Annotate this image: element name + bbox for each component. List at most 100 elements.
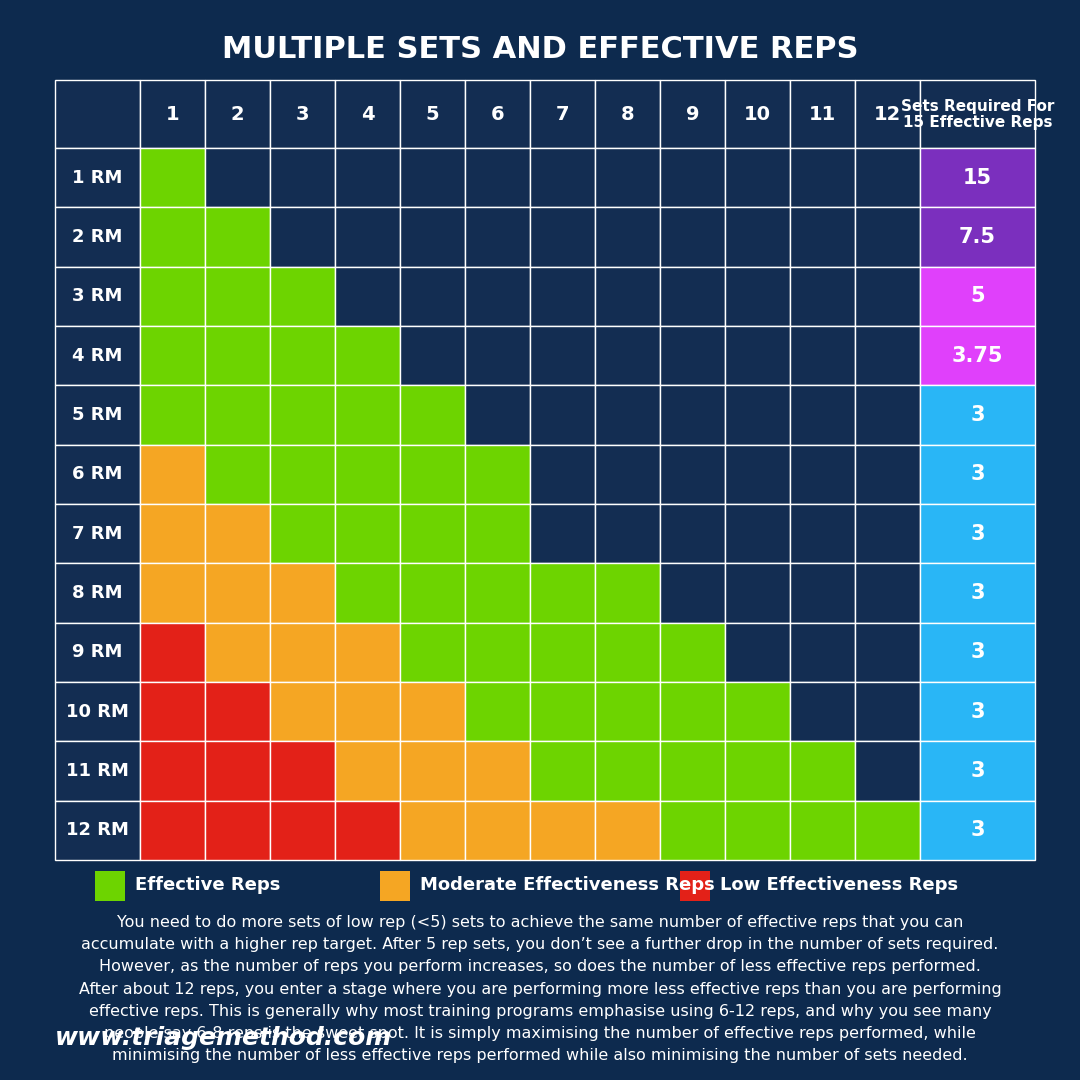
Bar [725,80,789,148]
Bar [205,148,270,207]
Bar [530,386,595,445]
Text: 3.75: 3.75 [951,346,1003,366]
Bar [855,741,920,800]
Text: 15 Effective Reps: 15 Effective Reps [903,114,1052,130]
Text: 7: 7 [556,105,569,123]
Bar [95,870,125,901]
Bar [335,148,400,207]
Bar [465,267,530,326]
Bar [465,681,530,741]
Bar [660,504,725,564]
Text: You need to do more sets of low rep (<5) sets to achieve the same number of effe: You need to do more sets of low rep (<5)… [79,915,1001,1063]
Bar [920,80,1035,148]
Bar [270,207,335,267]
Bar [400,326,465,386]
Text: 3: 3 [970,643,985,662]
Bar [855,564,920,623]
Bar [335,564,400,623]
Text: Sets Required For: Sets Required For [901,98,1054,113]
Bar [335,741,400,800]
Bar [55,623,140,681]
Bar [55,386,140,445]
Text: 15: 15 [963,167,993,188]
Bar [725,741,789,800]
Bar [855,148,920,207]
Text: Moderate Effectiveness Reps: Moderate Effectiveness Reps [420,876,715,894]
Bar [335,80,400,148]
Bar [465,148,530,207]
Bar [400,267,465,326]
Bar [530,267,595,326]
Bar [205,504,270,564]
Bar [400,445,465,504]
Bar [660,326,725,386]
Bar [789,326,855,386]
Bar [270,504,335,564]
Text: 12 RM: 12 RM [66,821,129,839]
Bar [920,741,1035,800]
Text: 3: 3 [970,702,985,721]
Bar [725,386,789,445]
Bar [725,800,789,860]
Bar [920,267,1035,326]
Bar [270,564,335,623]
Bar [335,267,400,326]
Bar [205,564,270,623]
Bar [270,623,335,681]
Bar [725,504,789,564]
Bar [660,564,725,623]
Bar [530,80,595,148]
Bar [400,504,465,564]
Bar [140,623,205,681]
Bar [380,870,410,901]
Bar [725,445,789,504]
Bar [530,207,595,267]
Bar [595,267,660,326]
Text: 9 RM: 9 RM [72,644,123,661]
Bar [725,148,789,207]
Bar [855,623,920,681]
Bar [660,148,725,207]
Bar [270,386,335,445]
Bar [55,80,140,148]
Bar [400,80,465,148]
Bar [789,267,855,326]
Text: 5: 5 [426,105,440,123]
Bar [270,741,335,800]
Bar [920,800,1035,860]
Bar [595,445,660,504]
Bar [465,564,530,623]
Bar [270,80,335,148]
Bar [595,504,660,564]
Bar [920,564,1035,623]
Bar [270,681,335,741]
Bar [595,326,660,386]
Text: 6: 6 [490,105,504,123]
Bar [530,681,595,741]
Bar [205,623,270,681]
Bar [465,80,530,148]
Text: 7 RM: 7 RM [72,525,123,542]
Bar [595,148,660,207]
Bar [789,564,855,623]
Bar [335,504,400,564]
Bar [140,504,205,564]
Bar [55,207,140,267]
Text: 3 RM: 3 RM [72,287,123,306]
Bar [55,564,140,623]
Bar [205,741,270,800]
Text: 11: 11 [809,105,836,123]
Text: 3: 3 [970,524,985,543]
Bar [270,445,335,504]
Bar [400,564,465,623]
Text: 8 RM: 8 RM [72,584,123,602]
Bar [205,386,270,445]
Bar [335,386,400,445]
Bar [335,445,400,504]
Bar [140,681,205,741]
Bar [140,741,205,800]
Bar [725,681,789,741]
Text: 1: 1 [165,105,179,123]
Bar [660,800,725,860]
Text: 7.5: 7.5 [959,227,996,247]
